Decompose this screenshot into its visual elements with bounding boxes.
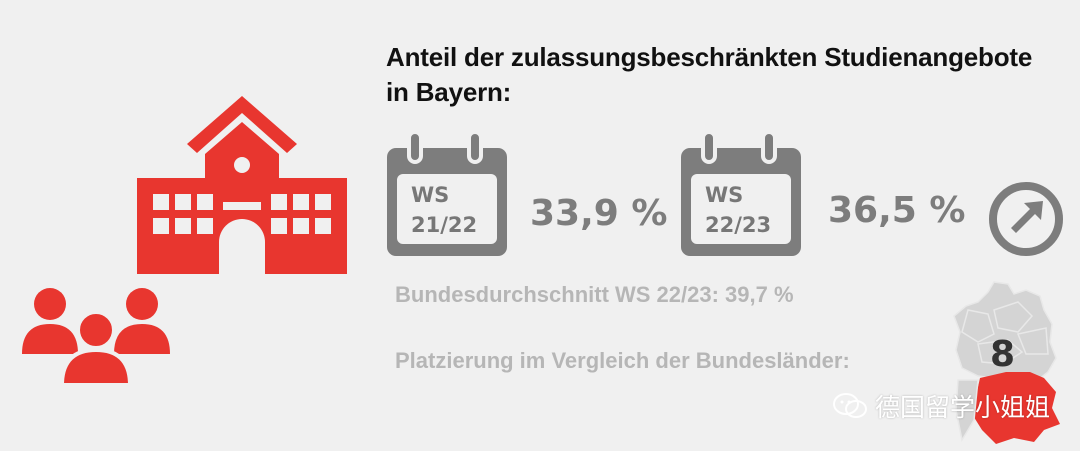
percentage-ws-22-23: 36,5 %: [828, 190, 966, 231]
placement-label: Platzierung im Vergleich der Bundeslände…: [395, 348, 850, 373]
calendar-icon: [387, 130, 507, 256]
semester-year-2: 22/23: [705, 213, 772, 237]
calendar-ws-21-22: WS 21/22: [387, 128, 512, 258]
page-title: Anteil der zulassungsbeschränkten Studie…: [386, 40, 1076, 110]
watermark: 德国留学小姐姐: [832, 388, 1050, 424]
title-line-2: in Bayern:: [386, 77, 512, 107]
semester-year-1: 21/22: [411, 213, 478, 237]
watermark-text: 德国留学小姐姐: [874, 393, 1050, 422]
placement-rank: 8: [990, 334, 1016, 375]
title-line-1: Anteil der zulassungsbeschränkten Studie…: [386, 42, 1033, 72]
semester-label-2: WS: [705, 183, 744, 207]
germany-map-icon: [953, 281, 1060, 444]
trend-up-arrow-icon: [989, 182, 1063, 256]
people-group-icon: [22, 288, 170, 386]
percentage-ws-21-22: 33,9 %: [530, 193, 668, 234]
calendar-icon: [681, 130, 801, 256]
calendar-ws-22-23: WS 22/23: [681, 128, 806, 258]
national-average: Bundesdurchschnitt WS 22/23: 39,7 %: [395, 282, 794, 307]
semester-label-1: WS: [411, 183, 450, 207]
wechat-icon: [832, 393, 867, 418]
school-building-icon: [137, 96, 347, 274]
